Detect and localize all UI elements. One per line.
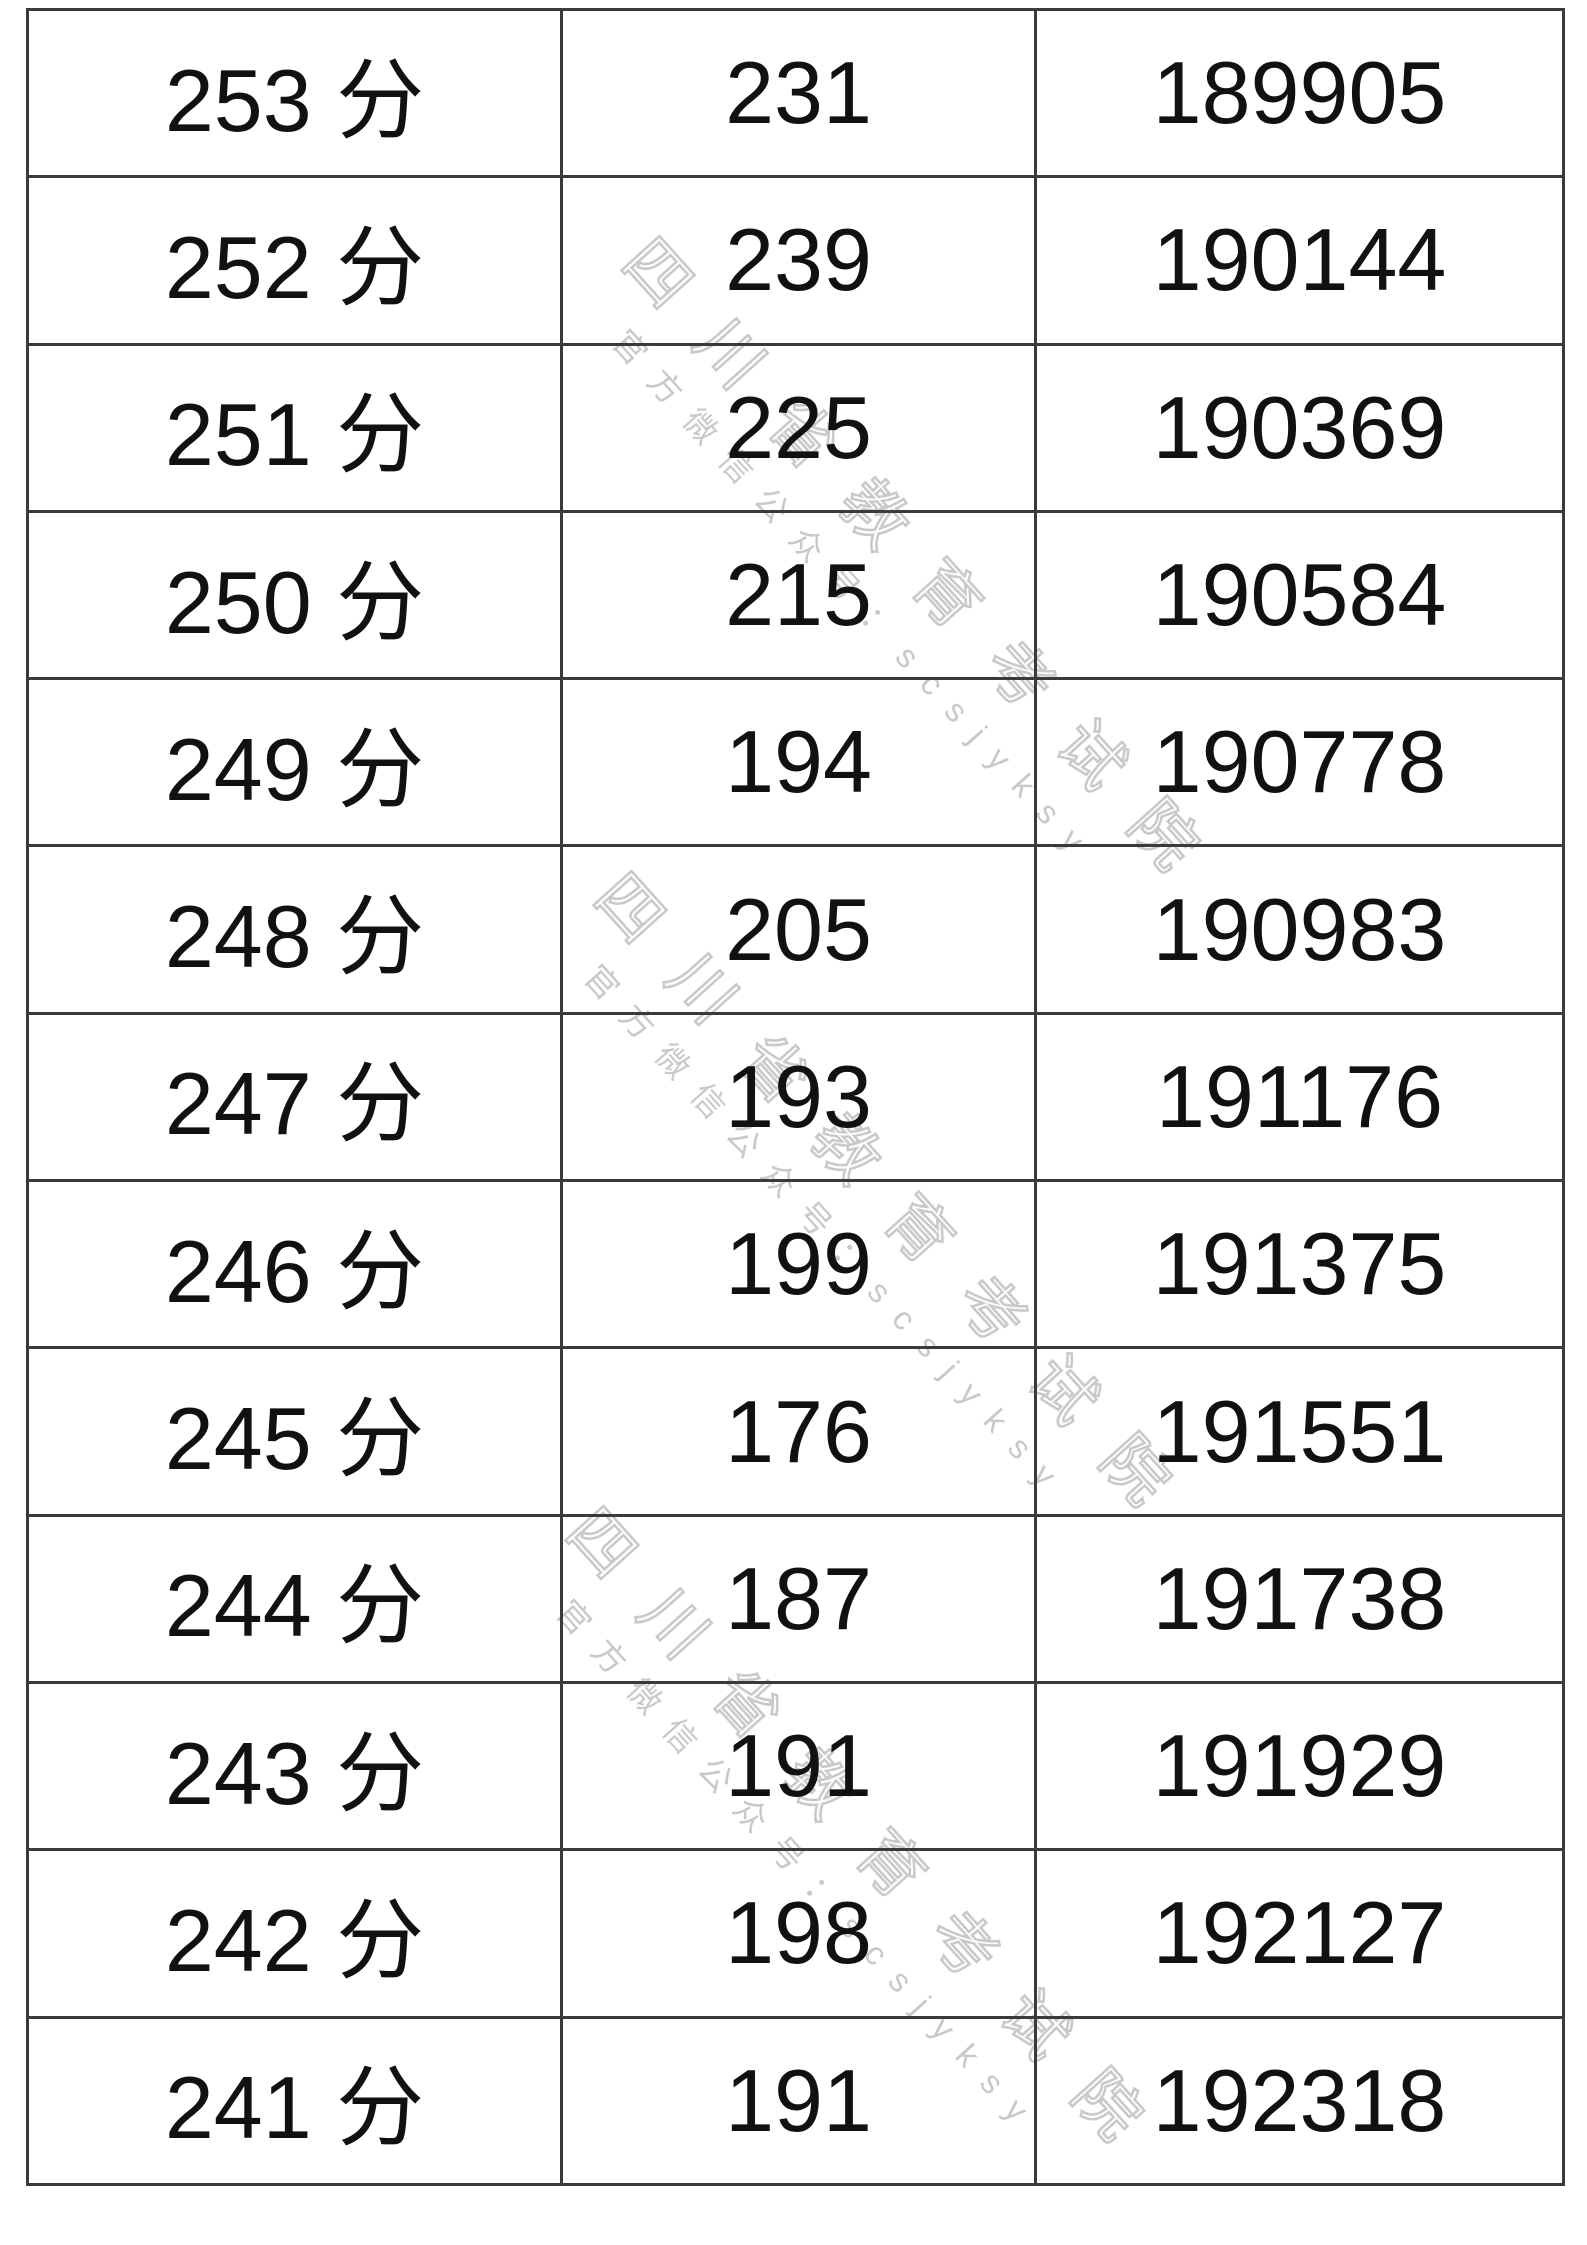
table-row: 245 分 176 191551 — [26, 1346, 1565, 1517]
table-row: 249 分 194 190778 — [26, 677, 1565, 848]
table-row: 253 分 231 189905 — [26, 7, 1565, 179]
cell-score: 244 分 — [26, 1513, 563, 1684]
cell-score: 247 分 — [26, 1011, 563, 1183]
cell-cumulative: 191176 — [1034, 1011, 1565, 1183]
table-row: 246 分 199 191375 — [26, 1179, 1565, 1350]
table-row: 241 分 191 192318 — [26, 2015, 1565, 2187]
table-body: 253 分 231 189905 252 分 239 190144 251 分 225 1903… — [26, 7, 1565, 2187]
cell-count: 205 — [560, 844, 1037, 1015]
table-row: 244 分 187 191738 — [26, 1513, 1565, 1684]
cell-count: 239 — [560, 175, 1037, 346]
cell-score: 248 分 — [26, 844, 563, 1015]
cell-count: 199 — [560, 1179, 1037, 1350]
cell-cumulative: 190144 — [1034, 175, 1565, 346]
table-row: 248 分 205 190983 — [26, 844, 1565, 1015]
cell-score: 250 分 — [26, 509, 563, 681]
cell-score: 249 分 — [26, 677, 563, 848]
table-row: 251 分 225 190369 — [26, 342, 1565, 513]
cell-score: 242 分 — [26, 1848, 563, 2019]
table-row: 252 分 239 190144 — [26, 175, 1565, 346]
cell-score: 245 分 — [26, 1346, 563, 1517]
cell-count: 225 — [560, 342, 1037, 513]
cell-cumulative: 191929 — [1034, 1680, 1565, 1852]
cell-cumulative: 191738 — [1034, 1513, 1565, 1684]
cell-count: 193 — [560, 1011, 1037, 1183]
cell-score: 246 分 — [26, 1179, 563, 1350]
cell-count: 198 — [560, 1848, 1037, 2019]
cell-score: 243 分 — [26, 1680, 563, 1852]
cell-count: 176 — [560, 1346, 1037, 1517]
cell-cumulative: 190369 — [1034, 342, 1565, 513]
cell-score: 252 分 — [26, 175, 563, 346]
cell-count: 191 — [560, 1680, 1037, 1852]
cell-cumulative: 190584 — [1034, 509, 1565, 681]
cell-count: 187 — [560, 1513, 1037, 1684]
cell-count: 231 — [560, 7, 1037, 179]
table-row: 243 分 191 191929 — [26, 1680, 1565, 1852]
cell-cumulative: 190983 — [1034, 844, 1565, 1015]
cell-cumulative: 191551 — [1034, 1346, 1565, 1517]
cell-score: 251 分 — [26, 342, 563, 513]
table-row: 247 分 193 191176 — [26, 1011, 1565, 1183]
score-segment-table: 253 分 231 189905 252 分 239 190144 251 分 225 1903… — [26, 7, 1565, 2187]
table-row: 242 分 198 192127 — [26, 1848, 1565, 2019]
table-row: 250 分 215 190584 — [26, 509, 1565, 681]
cell-count: 191 — [560, 2015, 1037, 2187]
cell-count: 194 — [560, 677, 1037, 848]
cell-count: 215 — [560, 509, 1037, 681]
cell-cumulative: 189905 — [1034, 7, 1565, 179]
cell-cumulative: 192318 — [1034, 2015, 1565, 2187]
cell-score: 241 分 — [26, 2015, 563, 2187]
cell-cumulative: 190778 — [1034, 677, 1565, 848]
cell-score: 253 分 — [26, 7, 563, 179]
cell-cumulative: 192127 — [1034, 1848, 1565, 2019]
cell-cumulative: 191375 — [1034, 1179, 1565, 1350]
